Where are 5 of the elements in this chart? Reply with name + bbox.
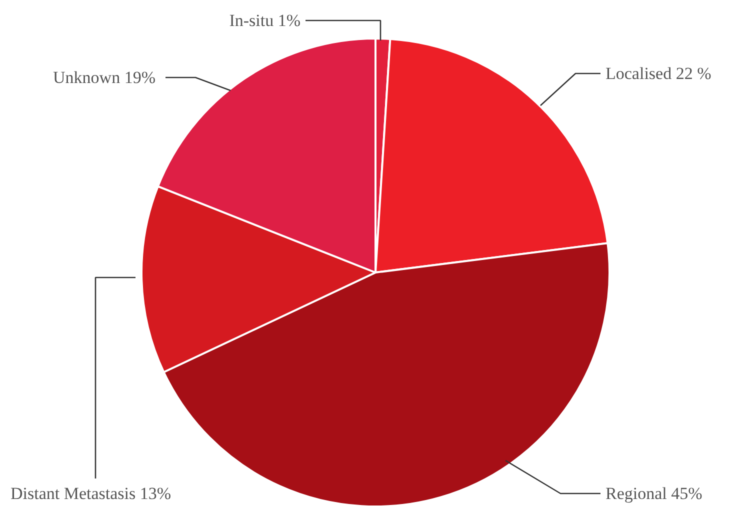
slice-label: Distant Metastasis 13%	[10, 484, 172, 503]
slice-label: In-situ 1%	[229, 11, 300, 30]
slice-label: Unknown 19%	[53, 68, 156, 87]
slice-label: Regional 45%	[606, 484, 702, 503]
slice-label: Localised 22 %	[606, 64, 712, 83]
